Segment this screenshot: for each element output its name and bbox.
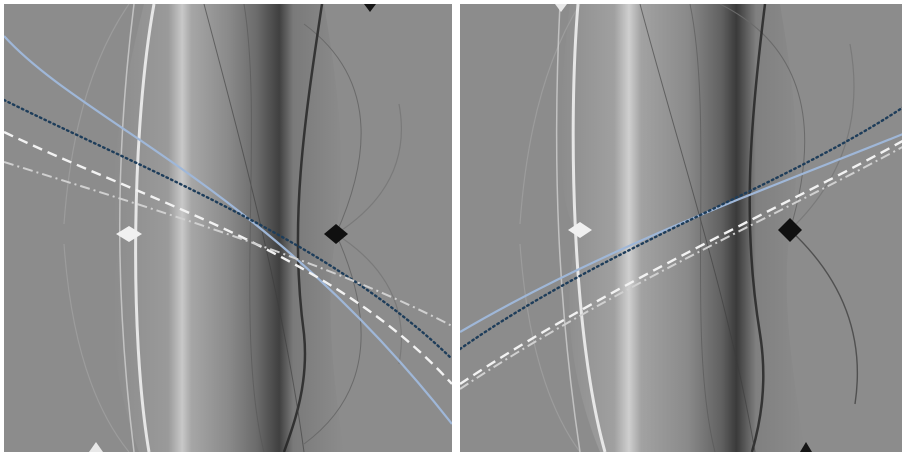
arc [335, 233, 403, 365]
dark-cusp [800, 442, 812, 452]
arc [789, 43, 855, 231]
arc [789, 229, 859, 405]
arc [519, 4, 581, 225]
dark-streak [639, 4, 756, 452]
curve-white-dashed [4, 130, 452, 385]
curve-white-dashed [460, 139, 902, 385]
sinogram-image-left [4, 4, 452, 452]
dark-streak [748, 4, 767, 452]
arc [63, 4, 130, 225]
dark-cusp [778, 218, 802, 242]
arc [335, 103, 403, 235]
bright-cusp [568, 222, 592, 238]
bright-cusp [116, 226, 142, 242]
arc [303, 233, 362, 445]
dark-streak [282, 4, 324, 452]
bright-cusp [89, 442, 103, 452]
curve-dark-blue-dotted [4, 98, 452, 361]
bright-streak [555, 4, 581, 452]
curve-light-gray-dash-dot [4, 161, 452, 327]
sinogram-panel-right [460, 4, 902, 452]
curve-dark-blue-dotted [460, 106, 902, 351]
sinogram-band [112, 4, 344, 452]
dark-streak [243, 4, 265, 452]
arc [63, 243, 130, 452]
sinogram-band [560, 4, 805, 452]
bright-cusp [555, 4, 567, 12]
curve-light-gray-dash-dot [460, 146, 902, 390]
arc [719, 4, 806, 231]
arc [303, 23, 362, 235]
sinogram-panel-left [4, 4, 452, 452]
arc [519, 243, 581, 452]
curve-light-blue-solid [4, 35, 452, 425]
bright-streak [134, 4, 156, 452]
dark-cusp [364, 4, 376, 12]
dark-streak [689, 4, 716, 452]
sinogram-image-right [460, 4, 902, 452]
dark-cusp [324, 224, 348, 244]
